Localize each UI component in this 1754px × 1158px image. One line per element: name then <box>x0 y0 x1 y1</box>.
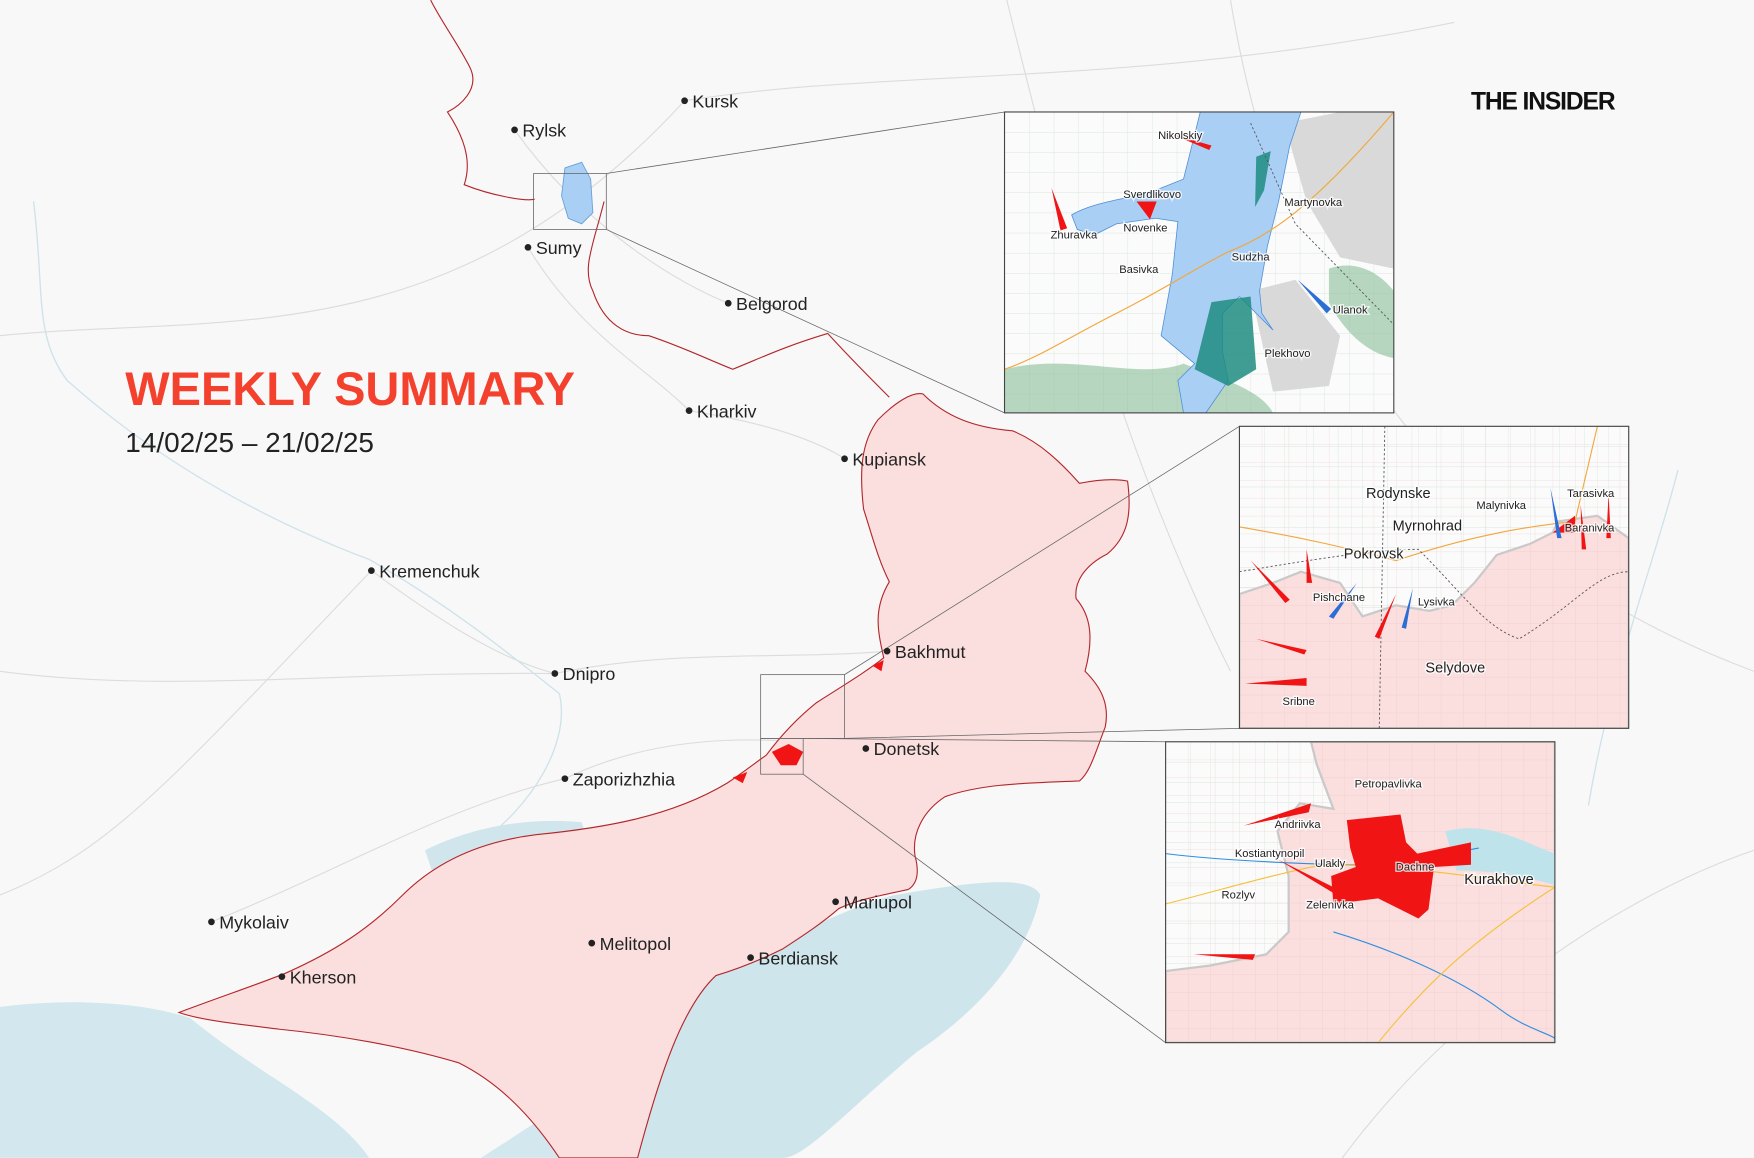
inset-sudzha[interactable]: Nikolskiy Sverdlikovo Zhuravka Novenke Basiv… <box>1003 111 1395 414</box>
city-dot <box>883 647 891 655</box>
place-label-nikolskiy: Nikolskiy <box>1158 130 1202 142</box>
occupied-territory <box>177 393 1130 1158</box>
city-label: Berdiansk <box>758 948 838 968</box>
city-label: Belgorod <box>736 294 808 314</box>
city-label: Mykolaiv <box>219 913 289 933</box>
place-label-pokrovsk: Pokrovsk <box>1344 546 1404 562</box>
place-label-sudzha: Sudzha <box>1232 252 1271 264</box>
city-sumy: Sumy <box>524 238 582 258</box>
border <box>430 0 890 398</box>
logo: THE INSIDER <box>1471 89 1616 116</box>
sea-of-azov <box>626 882 1041 1158</box>
city-label: Kursk <box>692 92 738 112</box>
city-labels: Kursk Rylsk Sumy Belgorod Kharkiv Kupiansk Kre… <box>208 92 966 987</box>
city-dot <box>862 745 870 752</box>
city-label: Melitopol <box>600 934 672 954</box>
place-label-rodynske: Rodynske <box>1366 486 1431 502</box>
city-dot <box>747 954 754 962</box>
city-donetsk: Donetsk <box>862 739 939 759</box>
place-label-andriivka: Andriivka <box>1275 819 1322 831</box>
kursk-salient <box>561 161 594 225</box>
place-label-malynivka: Malynivka <box>1476 500 1526 512</box>
place-label-selydove: Selydove <box>1425 660 1485 676</box>
inset-pokrovsk[interactable]: Rodynske Myrnohrad Pokrovsk Malynivka Tarasi… <box>1238 425 1630 729</box>
page-title: WEEKLY SUMMARY <box>125 362 575 415</box>
place-label-ulakly: Ulakly <box>1315 858 1346 870</box>
city-label: Dnipro <box>563 664 616 684</box>
city-mykolaiv: Mykolaiv <box>208 913 289 933</box>
place-label-plekhovo: Plekhovo <box>1265 348 1311 360</box>
city-berdiansk: Berdiansk <box>747 948 838 968</box>
city-label: Kherson <box>290 967 357 987</box>
place-label-dachne: Dachne <box>1396 861 1435 873</box>
city-zaporizhzhia: Zaporizhzhia <box>561 769 675 789</box>
russian-gains <box>1331 814 1471 919</box>
city-label: Bakhmut <box>895 642 966 662</box>
city-label: Donetsk <box>874 739 940 759</box>
city-dot <box>588 939 596 947</box>
date-range: 14/02/25 – 21/02/25 <box>125 427 374 458</box>
city-dot <box>551 670 559 677</box>
city-dot <box>681 97 688 105</box>
city-dot <box>561 775 569 783</box>
city-kherson: Kherson <box>278 967 357 987</box>
russian-advances-main <box>732 660 884 784</box>
place-label-zhuravka: Zhuravka <box>1051 229 1098 241</box>
place-label-petropavlivka: Petropavlivka <box>1355 779 1423 791</box>
place-label-myrnohrad: Myrnohrad <box>1393 518 1462 534</box>
city-label: Kupiansk <box>852 449 926 469</box>
city-label: Zaporizhzhia <box>573 769 675 789</box>
city-mariupol: Mariupol <box>832 892 912 912</box>
city-kharkiv: Kharkiv <box>685 401 757 421</box>
city-label: Sumy <box>536 238 582 258</box>
place-label-novenke: Novenke <box>1123 223 1167 235</box>
place-label-zelenivka: Zelenivka <box>1306 899 1355 911</box>
place-label-pishchane: Pishchane <box>1313 592 1365 604</box>
city-bakhmut: Bakhmut <box>883 642 966 662</box>
city-kursk: Kursk <box>681 92 738 112</box>
city-dot <box>724 299 732 307</box>
place-label-tarasivka: Tarasivka <box>1567 488 1615 500</box>
city-dot <box>832 898 839 906</box>
place-label-lysivka: Lysivka <box>1418 596 1456 608</box>
inset-kurakhove[interactable]: Petropavlivka Andriivka Kostiantynopil Ulak… <box>1165 741 1556 1044</box>
city-kupiansk: Kupiansk <box>841 449 926 469</box>
city-belgorod: Belgorod <box>724 294 808 314</box>
city-label: Kharkiv <box>697 401 757 421</box>
place-label-sribne: Sribne <box>1283 696 1315 708</box>
city-rylsk: Rylsk <box>511 121 566 141</box>
city-dot <box>368 567 375 574</box>
city-dot <box>208 918 215 926</box>
city-dot <box>524 243 532 251</box>
place-label-basivka: Basivka <box>1119 264 1159 276</box>
city-kremenchuk: Kremenchuk <box>368 561 480 581</box>
place-label-martynovka: Martynovka <box>1284 197 1343 209</box>
place-label-ulanok: Ulanok <box>1333 304 1368 316</box>
city-dot <box>278 973 286 981</box>
place-label-kostiantynopil: Kostiantynopil <box>1235 848 1305 860</box>
place-label-baranivka: Baranivka <box>1565 522 1615 534</box>
place-label-rozlyv: Rozlyv <box>1222 889 1256 901</box>
city-dot <box>841 455 848 463</box>
city-label: Mariupol <box>843 892 912 912</box>
place-label-kurakhove: Kurakhove <box>1464 872 1533 888</box>
city-dnipro: Dnipro <box>551 664 615 684</box>
city-label: Rylsk <box>522 121 566 141</box>
city-dot <box>685 407 693 415</box>
city-melitopol: Melitopol <box>588 934 671 954</box>
place-label-sverdlikovo: Sverdlikovo <box>1123 189 1181 201</box>
city-label: Kremenchuk <box>379 561 479 581</box>
city-dot <box>511 126 518 134</box>
inset-connectors <box>533 111 1240 1043</box>
